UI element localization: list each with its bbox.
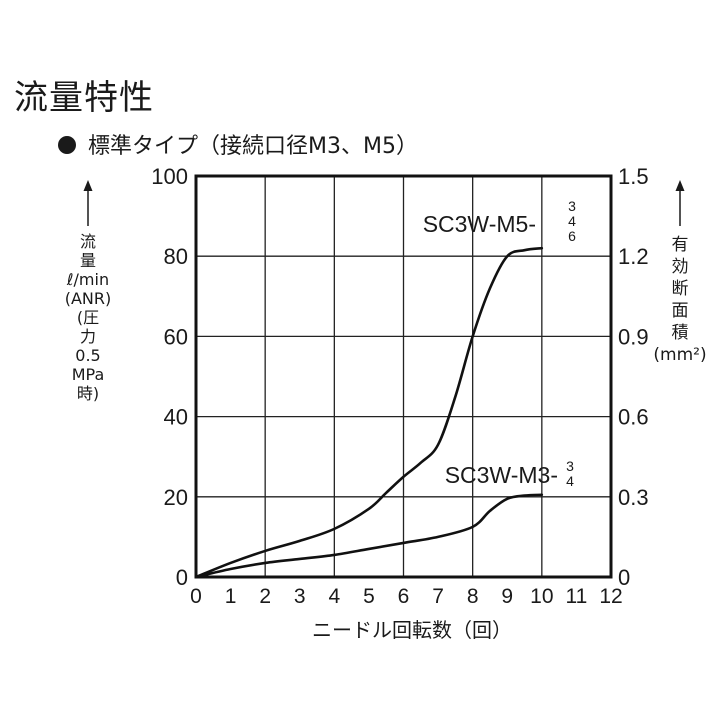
series-label-m3-suffix: 3: [566, 458, 574, 474]
x-tick-label: 5: [363, 585, 375, 608]
axis-label-line: ℓ/min: [66, 270, 110, 289]
axis-label-line: (ANR): [64, 289, 112, 308]
y-left-tick-label: 60: [164, 324, 188, 349]
series-label-m5-suffix: 3: [568, 198, 576, 214]
series-label-m3: SC3W-M3-: [445, 462, 558, 488]
y-axis-left-label: 流量 ℓ/min (ANR) (圧力 0.5 MPa 時): [58, 178, 118, 403]
y-left-tick-label: 20: [164, 485, 188, 510]
arrow-up-icon: [675, 180, 685, 226]
series-label-m5: SC3W-M5-: [423, 211, 536, 237]
series-line-m5: [194, 246, 544, 579]
series-label-m3-suffix: 4: [566, 473, 574, 489]
y-right-tick-label: 0.3: [618, 485, 649, 510]
axis-ticks: 0 1 2 3 4 5 6 7 8 9 10 11 1202040608010000.30.60.91.…: [151, 164, 648, 608]
y-axis-right-label: 有効断面積 (mm²): [650, 178, 710, 366]
y-axis-right-text: 有効断面積 (mm²): [650, 234, 710, 366]
y-right-tick-label: 1.2: [618, 244, 649, 269]
y-left-tick-label: 0: [176, 565, 188, 590]
y-left-tick-label: 80: [164, 244, 188, 269]
x-tick-label: 8: [467, 585, 479, 608]
x-tick-label: 4: [328, 585, 340, 608]
chart-subtitle: 標準タイプ（接続口径M3、M5）: [58, 128, 418, 160]
y-right-tick-label: 1.5: [618, 164, 649, 189]
arrow-up-icon: [83, 180, 93, 226]
x-tick-label: 9: [501, 585, 513, 608]
subtitle-text: 標準タイプ（接続口径M3、M5）: [88, 134, 418, 159]
chart-grid: [194, 174, 613, 579]
y-right-tick-label: 0.6: [618, 405, 649, 430]
x-tick-label: 6: [398, 585, 410, 608]
axis-label-line: 0.5: [75, 346, 101, 365]
x-tick-label: 2: [259, 585, 271, 608]
series-label-m5-suffix: 4: [568, 213, 576, 229]
x-tick-label: 11: [566, 585, 588, 608]
y-right-tick-label: 0: [618, 565, 630, 590]
axis-label-line: 効: [671, 257, 689, 277]
axis-label-line: 面: [671, 301, 689, 321]
axis-label-line: 量: [79, 251, 96, 270]
x-tick-label: 7: [432, 585, 444, 608]
y-axis-left-text: 流量 ℓ/min (ANR) (圧力 0.5 MPa 時): [58, 232, 118, 403]
x-tick-label: 10: [530, 585, 553, 608]
axis-label-line: 流: [79, 232, 96, 251]
chart-series: [194, 246, 544, 579]
y-right-tick-label: 0.9: [618, 324, 649, 349]
axis-label-line: 積: [671, 323, 689, 343]
series-label-m5-suffix: 6: [568, 228, 576, 244]
x-tick-label: 12: [599, 585, 622, 608]
x-axis-label: ニードル回転数（回）: [312, 618, 512, 642]
x-tick-label: 0: [190, 585, 202, 608]
axis-label-line: MPa: [71, 365, 105, 384]
page-title: 流量特性: [14, 78, 154, 118]
x-tick-label: 3: [294, 585, 306, 608]
y-left-tick-label: 100: [151, 164, 188, 189]
axis-label-line: (圧: [76, 308, 100, 327]
bullet-icon: [58, 136, 76, 154]
axis-label-line: 有: [671, 235, 689, 255]
axis-label-line: (mm²): [653, 345, 707, 365]
series-line-m3: [194, 493, 544, 579]
y-left-tick-label: 40: [164, 405, 188, 430]
axis-label-line: 力: [79, 327, 96, 346]
x-tick-label: 1: [225, 585, 237, 608]
axis-label-line: 時): [76, 384, 100, 403]
axis-label-line: 断: [671, 279, 689, 299]
plot-frame: [194, 174, 613, 579]
